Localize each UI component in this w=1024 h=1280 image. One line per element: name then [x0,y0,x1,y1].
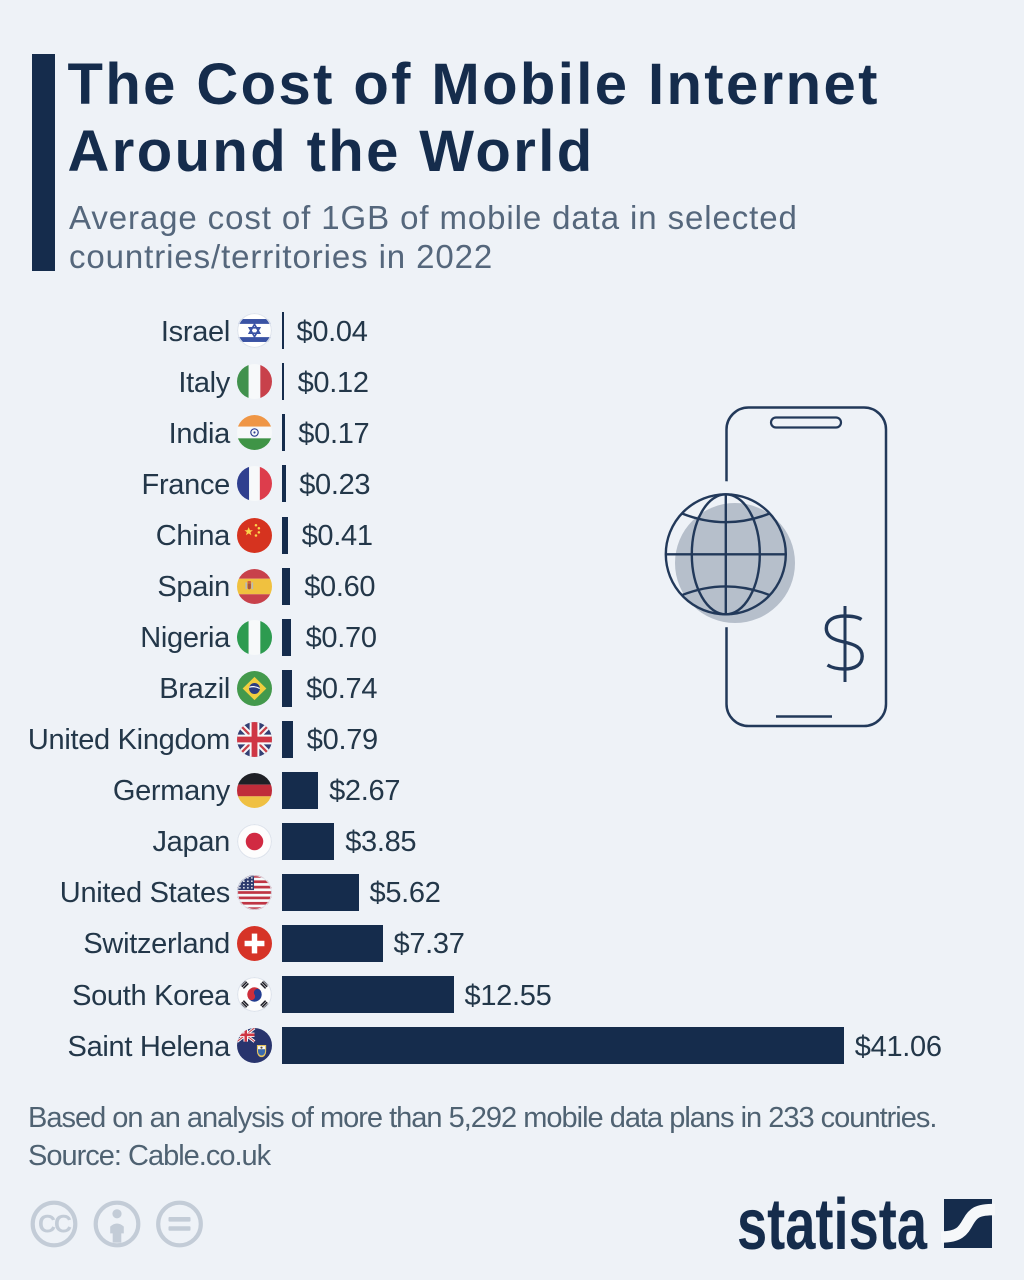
svg-text:CC: CC [38,1211,72,1239]
svg-text:statista: statista [737,1185,928,1265]
